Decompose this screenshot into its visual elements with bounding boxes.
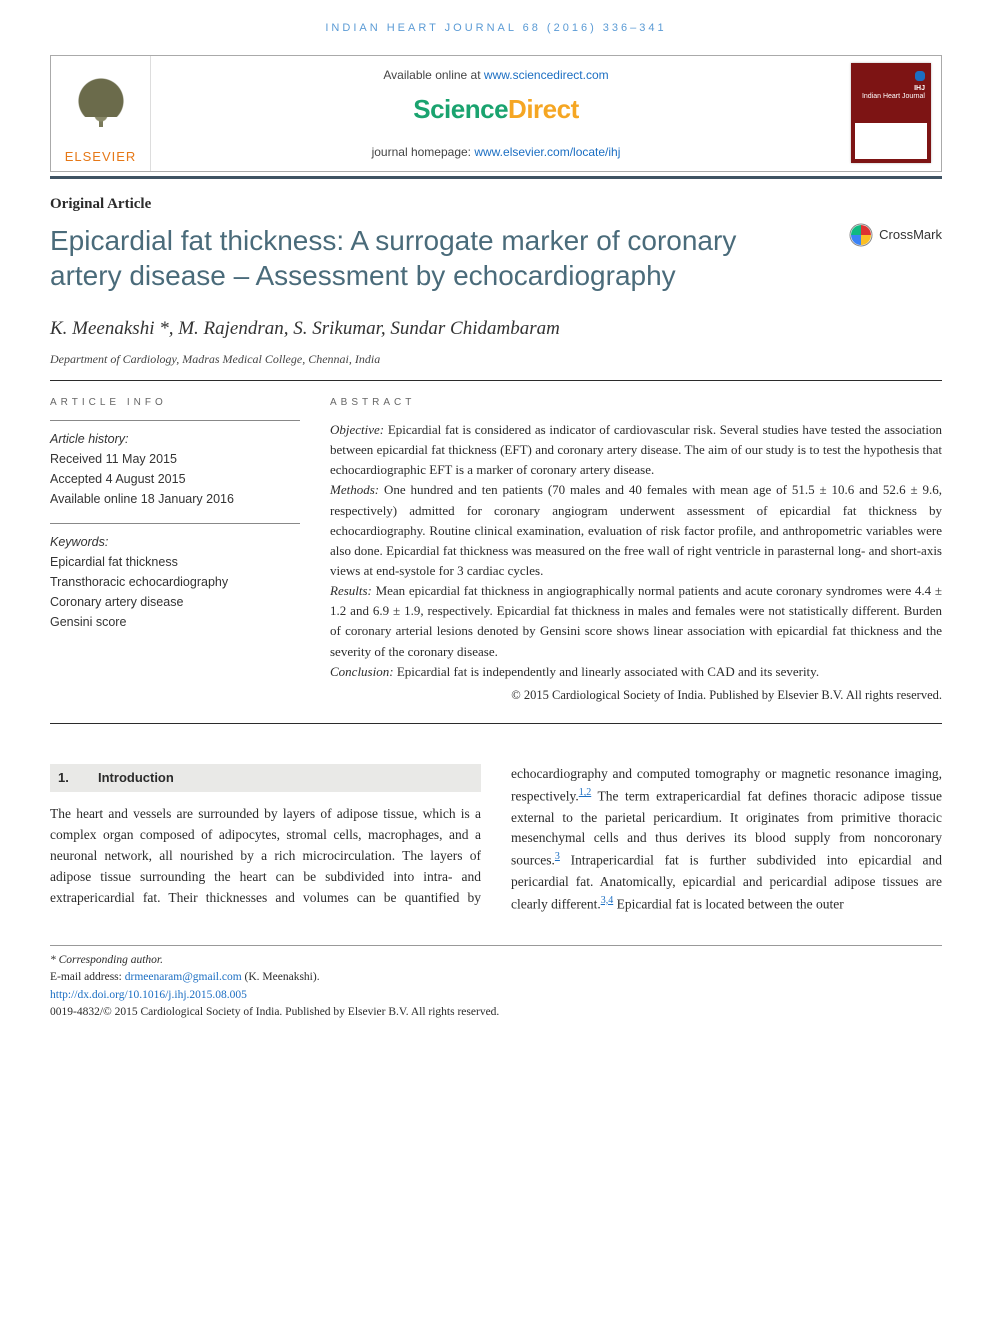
sd-word-b: Direct bbox=[508, 94, 579, 124]
history-accepted: Accepted 4 August 2015 bbox=[50, 469, 300, 489]
journal-homepage-link[interactable]: www.elsevier.com/locate/ihj bbox=[474, 145, 620, 159]
available-online-line: Available online at www.sciencedirect.co… bbox=[383, 66, 608, 84]
publisher-block: ELSEVIER bbox=[51, 56, 151, 171]
sciencedirect-url-link[interactable]: www.sciencedirect.com bbox=[484, 68, 609, 82]
abs-results-label: Results: bbox=[330, 583, 372, 598]
article-title: Epicardial fat thickness: A surrogate ma… bbox=[50, 223, 770, 293]
abs-objective-text: Epicardial fat is considered as indicato… bbox=[330, 422, 942, 477]
affiliation: Department of Cardiology, Madras Medical… bbox=[50, 350, 942, 368]
abstract-methods: Methods: One hundred and ten patients (7… bbox=[330, 480, 942, 581]
citation-link[interactable]: 3,4 bbox=[601, 895, 614, 906]
corr-text: * Corresponding author. bbox=[50, 954, 163, 966]
journal-homepage-line: journal homepage: www.elsevier.com/locat… bbox=[372, 143, 621, 161]
keyword-item: Gensini score bbox=[50, 612, 300, 632]
keyword-item: Transthoracic echocardiography bbox=[50, 572, 300, 592]
body-columns: 1.Introduction The heart and vessels are… bbox=[50, 764, 942, 915]
title-row: Epicardial fat thickness: A surrogate ma… bbox=[50, 223, 942, 293]
abstract-objective: Objective: Epicardial fat is considered … bbox=[330, 420, 942, 480]
meta-abstract-row: ARTICLE INFO Article history: Received 1… bbox=[50, 395, 942, 706]
crossmark-badge[interactable]: CrossMark bbox=[849, 223, 942, 247]
citation-link[interactable]: 1,2 bbox=[579, 787, 592, 798]
doi-link[interactable]: http://dx.doi.org/10.1016/j.ihj.2015.08.… bbox=[50, 989, 247, 1001]
section-title: Introduction bbox=[98, 770, 174, 785]
crossmark-icon bbox=[849, 223, 873, 247]
journal-cover-block: IHJ Indian Heart Journal bbox=[841, 56, 941, 171]
email-label: E-mail address: bbox=[50, 971, 125, 983]
cover-title: IHJ Indian Heart Journal bbox=[862, 85, 925, 100]
abs-conclusion-label: Conclusion: bbox=[330, 664, 394, 679]
history-received: Received 11 May 2015 bbox=[50, 449, 300, 469]
abstract-results: Results: Mean epicardial fat thickness i… bbox=[330, 581, 942, 662]
available-prefix: Available online at bbox=[383, 68, 484, 82]
section-number: 1. bbox=[58, 768, 98, 788]
abstract-head: ABSTRACT bbox=[330, 395, 942, 411]
issn-copyright: 0019-4832/© 2015 Cardiological Society o… bbox=[50, 1004, 942, 1021]
citation-link[interactable]: 3 bbox=[555, 851, 560, 862]
abs-results-text: Mean epicardial fat thickness in angiogr… bbox=[330, 583, 942, 658]
authors-line: K. Meenakshi *, M. Rajendran, S. Srikuma… bbox=[50, 315, 942, 344]
section-heading: 1.Introduction bbox=[50, 764, 481, 792]
keyword-item: Epicardial fat thickness bbox=[50, 552, 300, 572]
email-line: E-mail address: drmeenaram@gmail.com (K.… bbox=[50, 969, 942, 986]
crossmark-label: CrossMark bbox=[879, 225, 942, 245]
sciencedirect-logo[interactable]: ScienceDirect bbox=[413, 90, 579, 129]
masthead-rule bbox=[50, 176, 942, 179]
journal-home-prefix: journal homepage: bbox=[372, 145, 475, 159]
corresponding-author: * Corresponding author. bbox=[50, 952, 942, 969]
rule-above-meta bbox=[50, 380, 942, 381]
sd-word-a: Science bbox=[413, 94, 508, 124]
abs-methods-label: Methods: bbox=[330, 482, 379, 497]
elsevier-wordmark: ELSEVIER bbox=[65, 147, 137, 167]
keywords-label: Keywords: bbox=[50, 532, 300, 552]
article-info-head: ARTICLE INFO bbox=[50, 395, 300, 410]
keyword-item: Coronary artery disease bbox=[50, 592, 300, 612]
rule-below-abstract bbox=[50, 723, 942, 724]
cover-abbr: IHJ bbox=[914, 85, 925, 92]
article-history-block: Article history: Received 11 May 2015 Ac… bbox=[50, 420, 300, 509]
abstract-conclusion: Conclusion: Epicardial fat is independen… bbox=[330, 662, 942, 682]
elsevier-tree-icon bbox=[66, 73, 136, 143]
history-label: Article history: bbox=[50, 429, 300, 449]
journal-cover-thumb: IHJ Indian Heart Journal bbox=[851, 63, 931, 163]
abs-conclusion-text: Epicardial fat is independently and line… bbox=[394, 664, 820, 679]
body-text: Epicardial fat is located between the ou… bbox=[617, 896, 844, 911]
running-head: INDIAN HEART JOURNAL 68 (2016) 336–341 bbox=[50, 20, 942, 37]
abstract-copyright: © 2015 Cardiological Society of India. P… bbox=[330, 686, 942, 705]
masthead-center: Available online at www.sciencedirect.co… bbox=[151, 56, 841, 171]
abs-methods-text: One hundred and ten patients (70 males a… bbox=[330, 482, 942, 578]
email-attribution: (K. Meenakshi). bbox=[245, 971, 320, 983]
article-info-col: ARTICLE INFO Article history: Received 1… bbox=[50, 395, 300, 706]
article-type: Original Article bbox=[50, 193, 942, 216]
footnotes: * Corresponding author. E-mail address: … bbox=[50, 945, 942, 1021]
keywords-block: Keywords: Epicardial fat thickness Trans… bbox=[50, 523, 300, 632]
cover-full: Indian Heart Journal bbox=[862, 93, 925, 100]
author-email-link[interactable]: drmeenaram@gmail.com bbox=[125, 971, 242, 983]
abs-objective-label: Objective: bbox=[330, 422, 384, 437]
history-online: Available online 18 January 2016 bbox=[50, 489, 300, 509]
abstract-col: ABSTRACT Objective: Epicardial fat is co… bbox=[330, 395, 942, 706]
masthead: ELSEVIER Available online at www.science… bbox=[50, 55, 942, 172]
